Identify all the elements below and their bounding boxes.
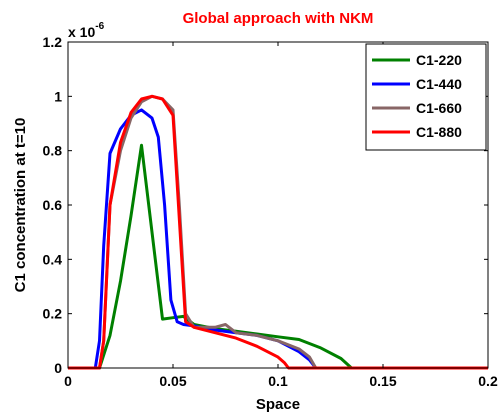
y-multiplier-exponent: -6: [95, 21, 104, 32]
legend-items: C1-220 C1-440 C1-660 C1-880: [372, 52, 462, 140]
legend-entry-label: C1-440: [416, 76, 462, 92]
y-tick-label: 0.6: [43, 197, 63, 213]
y-tick-label: 0.4: [43, 251, 63, 267]
x-tick-label: 0: [64, 373, 72, 389]
x-tick-label: 0.2: [478, 373, 498, 389]
x-axis-label: Space: [256, 396, 300, 413]
y-axis-label: C1 concentration at t=10: [12, 118, 29, 293]
legend-entry-label: C1-660: [416, 100, 462, 116]
x-tick-label: 0.15: [369, 373, 396, 389]
legend-entry-label: C1-880: [416, 124, 462, 140]
y-tick-label: 1: [54, 88, 62, 104]
series-lines: [68, 94, 488, 370]
legend: C1-220 C1-440 C1-660 C1-880: [365, 43, 487, 151]
legend-entry-label: C1-220: [416, 52, 462, 68]
y-tick-label: 1.2: [43, 34, 63, 50]
y-axis-ticks: 0 0.2 0.4 0.6 0.8 1 1.2: [43, 34, 488, 376]
x-axis-ticks: 0 0.05 0.1 0.15 0.2: [64, 42, 498, 389]
y-tick-label: 0: [54, 360, 62, 376]
y-tick-label: 0.2: [43, 306, 63, 322]
series-line-c1-880: [68, 94, 488, 370]
x-tick-label: 0.05: [159, 373, 186, 389]
y-multiplier-label: x 10-6: [68, 21, 105, 40]
chart-title: Global approach with NKM: [183, 10, 374, 27]
y-tick-label: 0.8: [43, 143, 63, 159]
x-tick-label: 0.1: [268, 373, 288, 389]
